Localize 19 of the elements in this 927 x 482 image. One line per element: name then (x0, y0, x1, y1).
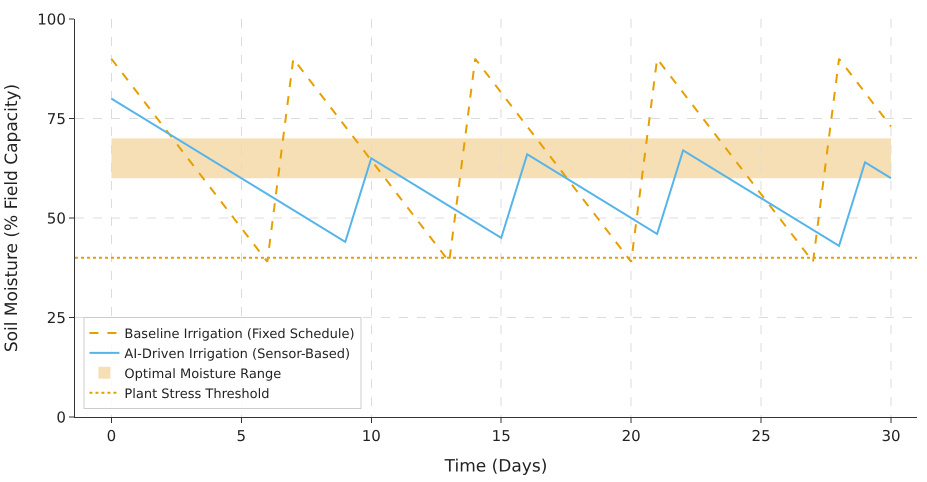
legend-label: Baseline Irrigation (Fixed Schedule) (124, 327, 355, 342)
legend-label: Plant Stress Threshold (124, 386, 270, 402)
x-tick-label: 5 (236, 427, 246, 446)
line-series (110, 98, 892, 247)
legend-label: AI-Driven Irrigation (Sensor-Based) (124, 346, 350, 362)
y-axis-title: Soil Moisture (% Field Capacity) (2, 84, 22, 352)
y-tick-label: 75 (46, 110, 66, 128)
x-tick-label: 0 (106, 427, 116, 446)
legend-label: Optimal Moisture Range (124, 366, 282, 382)
x-tick-label: 20 (622, 427, 641, 446)
x-tick-label: 25 (752, 427, 771, 446)
x-tick-label: 30 (881, 427, 901, 446)
y-tick-label: 100 (37, 10, 66, 28)
y-tick-label: 0 (56, 408, 66, 426)
x-tick-label: 15 (492, 427, 511, 446)
x-axis-title: Time (Days) (444, 456, 548, 476)
x-tick-label: 10 (362, 427, 381, 446)
y-tick-label: 50 (46, 209, 66, 228)
y-tick-label: 25 (46, 308, 66, 327)
